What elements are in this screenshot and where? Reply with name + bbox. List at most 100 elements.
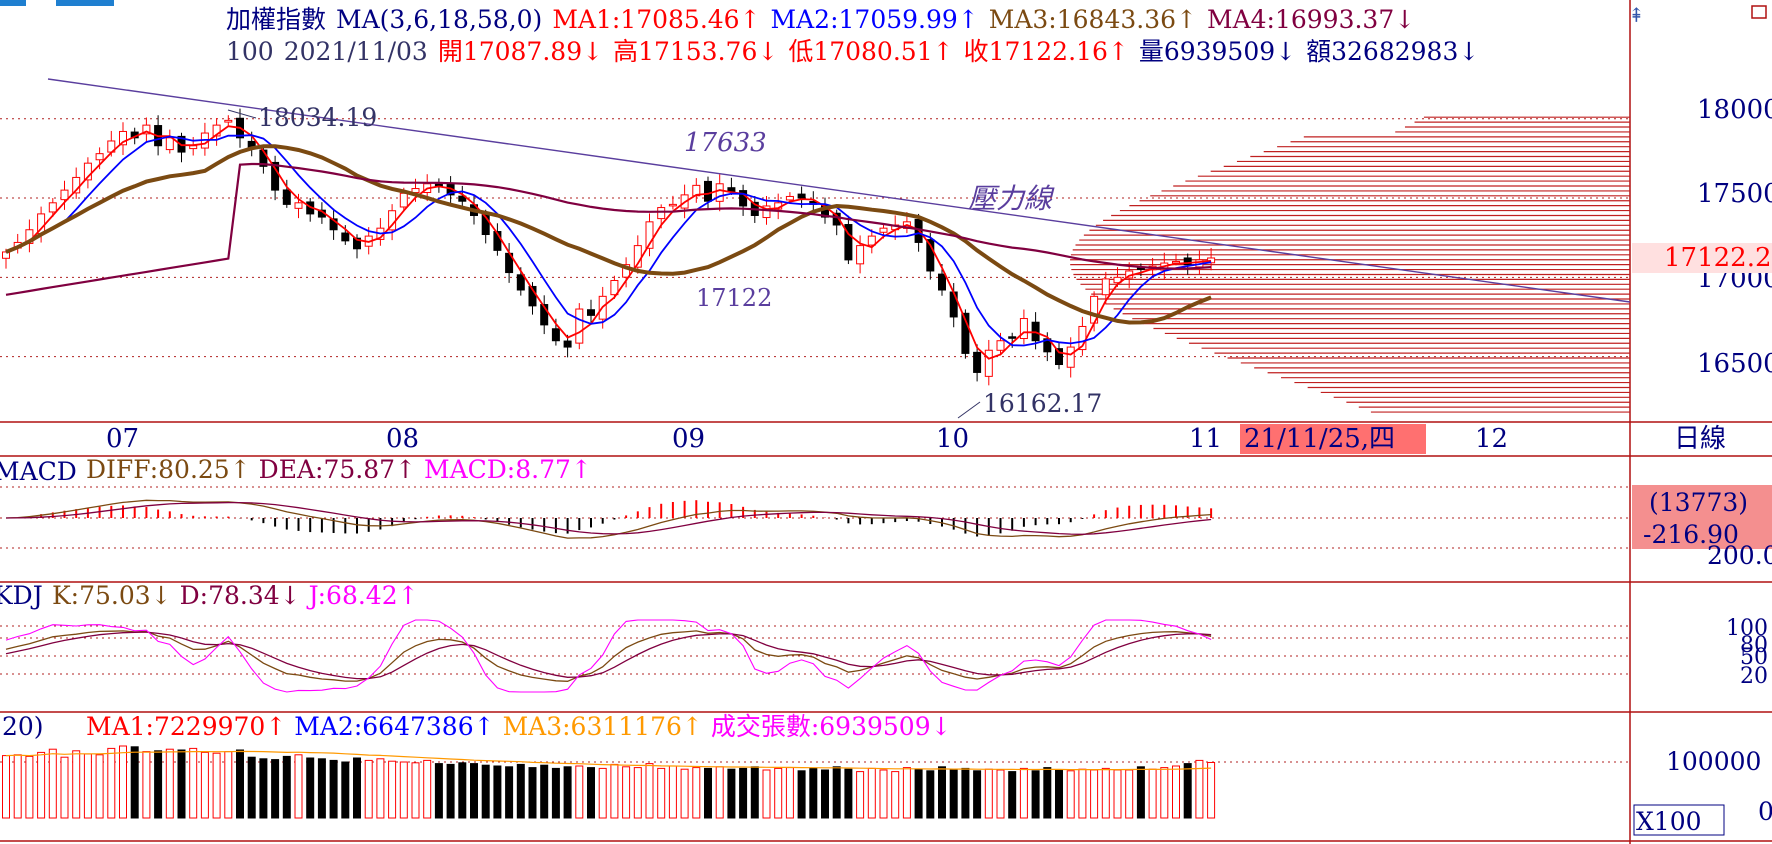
candle-body <box>189 145 198 150</box>
candle-body <box>341 232 350 242</box>
price-tick: 18000 <box>1697 95 1772 125</box>
volume-bar <box>1031 770 1040 819</box>
macd-box-line2: -216.90 <box>1643 520 1739 549</box>
candle-body <box>1019 318 1028 340</box>
month-label: 08 <box>386 424 419 454</box>
volume-bar <box>785 767 794 819</box>
volume-bar <box>37 751 46 819</box>
candle-body <box>657 207 666 220</box>
volume-bar <box>1195 759 1204 819</box>
header-value: MA2:6647386↑ <box>294 712 494 741</box>
volume-bar <box>610 763 619 819</box>
candle-body <box>458 195 467 202</box>
volume-ma-line <box>5 750 1212 771</box>
candle-body <box>973 351 982 373</box>
candle-body <box>704 180 712 202</box>
volume-bar <box>938 766 946 819</box>
cursor-icon[interactable]: ⇞ <box>1628 3 1645 27</box>
candle-body <box>938 273 946 291</box>
volume-bar <box>832 766 841 819</box>
macd-values: DIFF:80.25↑ DEA:75.87↑ MACD:8.77↑ <box>86 455 592 484</box>
volume-bar <box>306 757 315 819</box>
macd-diff-line <box>5 499 1212 539</box>
candle-body <box>399 192 408 208</box>
volume-bar <box>341 761 350 819</box>
header-value: MA1:7229970↑ <box>86 712 286 741</box>
volume-bar <box>1136 766 1145 819</box>
volume-bar <box>821 769 829 819</box>
volume-bar <box>704 767 712 819</box>
header-value: K:75.03↓ <box>52 581 172 610</box>
candle-body <box>48 202 57 213</box>
ma3-line <box>5 144 1212 325</box>
header-value: 高17153.76↓ <box>613 37 778 66</box>
volume-bar <box>633 767 642 819</box>
header-value: MA4:16993.37↓ <box>1207 5 1415 34</box>
candle-body <box>645 221 654 249</box>
volume-bar <box>83 753 92 819</box>
volume-multiplier-box <box>1633 804 1725 836</box>
volume-bar <box>154 750 163 819</box>
candle-body <box>739 190 748 207</box>
volume-bar <box>692 767 701 819</box>
volume-bar <box>902 767 911 819</box>
header-value: MACD:8.77↑ <box>424 455 592 484</box>
header-value: 100 <box>226 37 274 66</box>
candle-body <box>142 124 151 135</box>
volume-bar <box>60 756 69 819</box>
volume-bar <box>879 769 888 819</box>
resistance-label: 壓力線 <box>968 182 1055 215</box>
volume-bar <box>388 760 397 819</box>
kdj-tick: 20 <box>1740 664 1768 689</box>
header-value: MA3:6311176↑ <box>503 712 703 741</box>
moving-average-lines <box>5 125 1212 360</box>
volume-bar <box>411 762 420 819</box>
low-pointer <box>957 401 981 419</box>
toolbar-tab-icon[interactable] <box>0 0 26 6</box>
volume-bar <box>470 763 478 819</box>
volume-bar <box>762 769 771 819</box>
volume-bar <box>95 754 104 819</box>
candle-body <box>715 183 724 202</box>
volume-bar <box>458 762 467 819</box>
header-value: MA1:17085.46↑ <box>552 5 760 34</box>
volume-bar <box>329 759 338 819</box>
volume-bar <box>25 755 34 819</box>
volume-bar <box>1008 771 1017 819</box>
volume-bar <box>282 755 291 819</box>
volume-bar <box>423 759 432 819</box>
volume-bar <box>809 767 818 819</box>
volume-bar <box>1183 763 1192 819</box>
volume-bar <box>1090 769 1099 819</box>
header-value: MA2:17059.99↑ <box>771 5 979 34</box>
candle-body <box>294 202 303 209</box>
window-icon[interactable] <box>1751 5 1767 19</box>
candle-body <box>1113 276 1122 284</box>
header-value: D:78.34↓ <box>180 581 301 610</box>
volume-bar <box>224 751 233 819</box>
volume-bar <box>493 765 502 819</box>
ma4-line <box>5 162 1212 296</box>
volume-panel: ,20) MA1:7229970↑ MA2:6647386↑ MA3:6311176… <box>0 712 1772 836</box>
header-value: 收17122.16↑ <box>964 37 1129 66</box>
kdj-panel-name: KDJ <box>0 581 43 610</box>
volume-bar <box>353 757 361 819</box>
candle-body <box>844 224 853 261</box>
candle-body <box>212 124 221 137</box>
volume-bar <box>844 768 853 819</box>
volume-bar <box>294 754 303 819</box>
volume-bar <box>317 758 326 819</box>
volume-bar <box>1043 767 1052 819</box>
toolbar-tab-icon[interactable] <box>56 0 114 6</box>
kdj-d-line <box>5 631 1212 680</box>
candle-body <box>119 130 127 146</box>
volume-bar <box>376 758 385 819</box>
volume-bar <box>200 751 209 819</box>
header-value: 量6939509↓ <box>1139 37 1296 66</box>
volume-bar <box>575 765 584 819</box>
volume-bar <box>1160 767 1169 819</box>
header-value: J:68.42↑ <box>306 581 419 610</box>
macd-axis-peek: 200.0 <box>1707 541 1772 570</box>
candle-body <box>329 218 338 231</box>
